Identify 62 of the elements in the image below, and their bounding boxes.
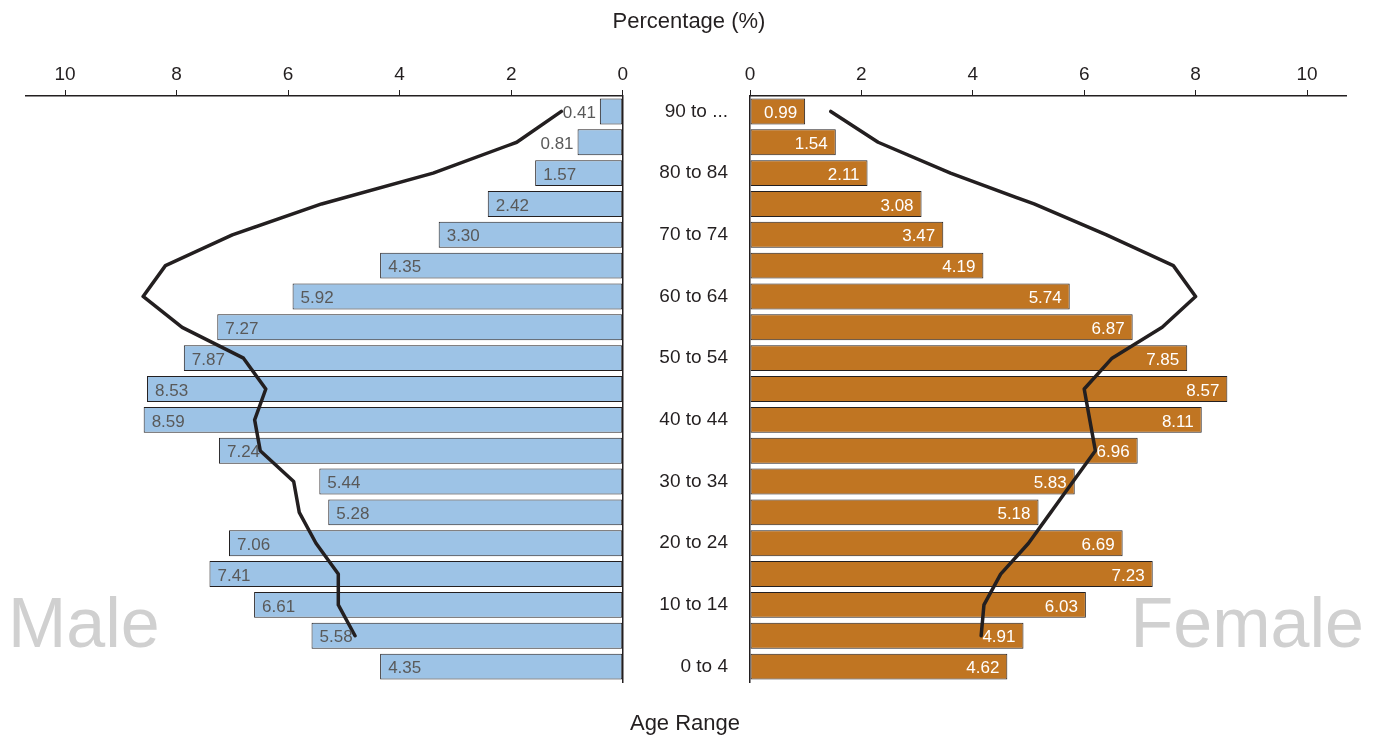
data-label: 5.92 <box>300 288 334 308</box>
data-label: 5.83 <box>1033 473 1067 493</box>
data-label: 4.35 <box>388 658 422 678</box>
data-label: 0.99 <box>764 103 798 123</box>
y-tick-label: 60 to 64 <box>659 284 729 306</box>
x-tick-label: 8 <box>171 62 182 84</box>
data-label: 5.58 <box>319 627 353 647</box>
y-tick-label: 80 to 84 <box>659 161 729 183</box>
y-tick-label: 10 to 14 <box>659 593 729 615</box>
data-label: 7.23 <box>1111 565 1145 585</box>
x-tick-label: 0 <box>744 62 756 84</box>
data-label: 2.42 <box>495 195 529 215</box>
data-label: 6.69 <box>1081 534 1115 554</box>
x-tick-label: 8 <box>1190 62 1201 84</box>
data-label: 8.53 <box>155 380 189 400</box>
y-tick-label: 20 to 24 <box>659 531 729 553</box>
data-label: 7.24 <box>226 442 261 462</box>
data-label: 7.27 <box>225 319 259 338</box>
data-label: 6.61 <box>262 596 296 616</box>
data-label: 7.06 <box>237 534 271 554</box>
data-label: 0.81 <box>540 133 574 153</box>
data-label: 7.87 <box>191 349 225 369</box>
x-tick-label: 4 <box>394 62 406 84</box>
x-axis-title: Percentage (%) <box>611 8 767 34</box>
data-label: 5.44 <box>327 473 361 493</box>
data-label: 3.47 <box>902 226 936 246</box>
x-tick-label: 6 <box>282 62 294 84</box>
data-label: 8.11 <box>1161 411 1194 431</box>
y-tick-label: 0 to 4 <box>680 654 729 676</box>
y-tick-label: 90 to ... <box>664 99 728 121</box>
data-label: 3.08 <box>880 195 914 215</box>
data-label: 1.57 <box>543 164 577 184</box>
y-tick-label: 40 to 44 <box>659 408 729 430</box>
y-axis-title: Age Range <box>628 710 742 736</box>
x-tick-label: 2 <box>505 62 517 84</box>
data-label: 2.11 <box>827 164 860 184</box>
data-label: 4.35 <box>388 257 422 277</box>
x-tick-label: 2 <box>856 62 867 84</box>
y-tick-label: 30 to 34 <box>659 469 729 491</box>
data-label: 6.87 <box>1091 319 1125 338</box>
x-tick-label: 10 <box>54 62 76 84</box>
data-label: 8.59 <box>151 411 185 431</box>
data-label: 4.62 <box>966 658 1000 678</box>
data-label: 3.30 <box>446 226 480 246</box>
x-tick-label: 0 <box>617 62 629 84</box>
data-label: 1.54 <box>794 133 828 153</box>
y-tick-label: 50 to 54 <box>659 346 729 368</box>
data-label: 7.41 <box>217 565 251 585</box>
data-label: 0.41 <box>562 103 596 123</box>
x-tick-label: 10 <box>1296 62 1318 84</box>
data-label: 5.74 <box>1028 288 1062 308</box>
x-tick-label: 6 <box>1078 62 1090 84</box>
data-label: 5.18 <box>997 504 1031 524</box>
x-tick-label: 4 <box>967 62 979 84</box>
data-label: 6.03 <box>1044 596 1078 616</box>
data-label: 4.91 <box>982 627 1016 647</box>
data-label: 4.19 <box>942 257 976 277</box>
data-label: 8.57 <box>1186 380 1220 400</box>
y-tick-label: 70 to 74 <box>659 223 729 245</box>
data-label: 5.28 <box>336 504 370 524</box>
data-label: 6.96 <box>1096 442 1130 462</box>
data-label: 7.85 <box>1146 349 1180 369</box>
